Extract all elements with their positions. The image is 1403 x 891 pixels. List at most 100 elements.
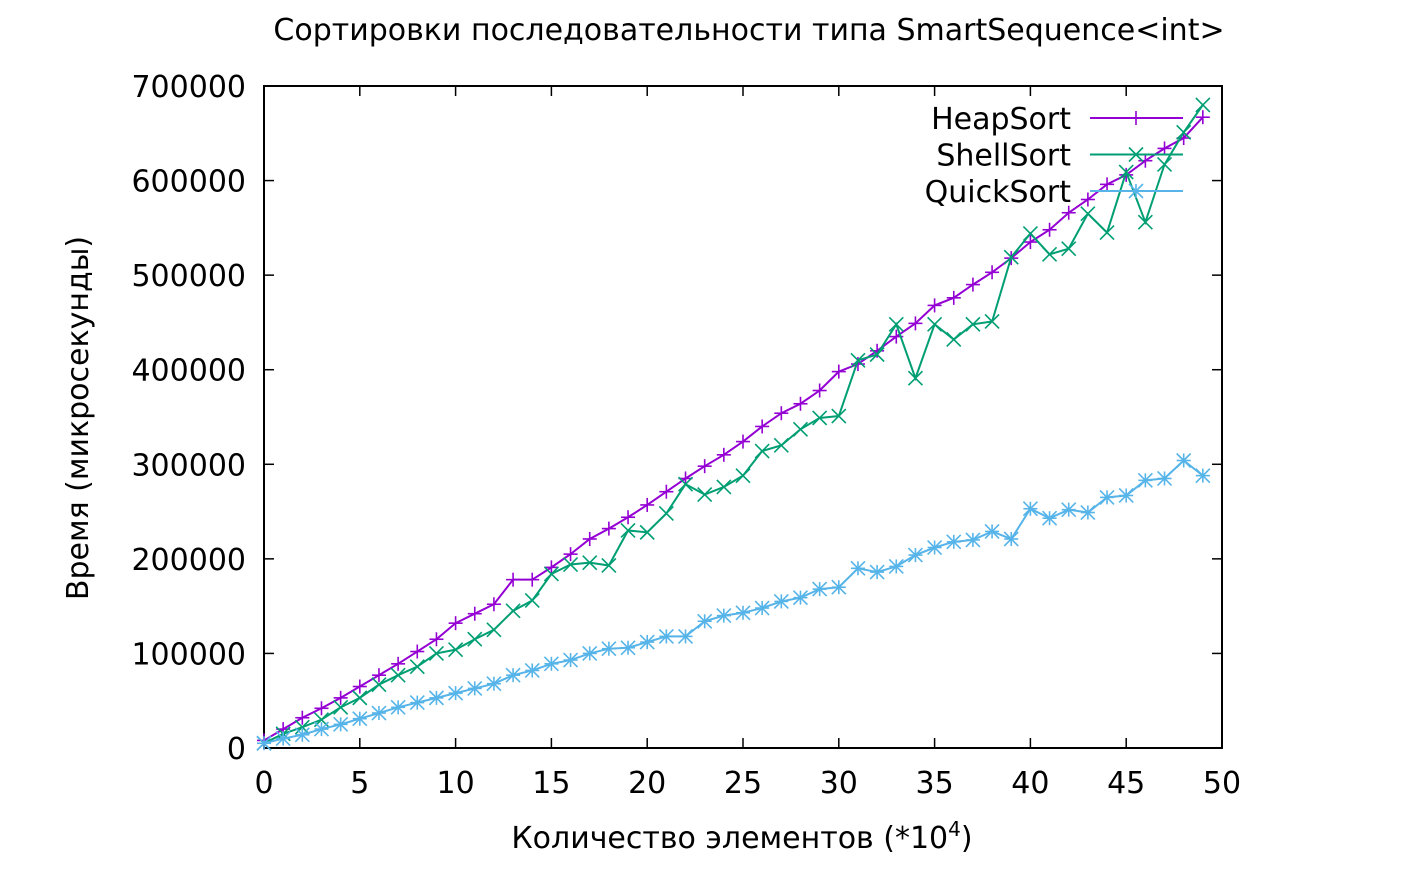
x-axis-label-close: ) [961,821,973,856]
data-point [716,479,732,495]
data-point [1176,452,1192,469]
y-tick-label: 0 [227,732,246,767]
data-point [333,716,349,732]
data-point [812,410,828,426]
data-point [831,579,847,595]
data-point [1138,153,1153,168]
y-tick-label: 400000 [131,354,246,389]
data-point [677,628,694,644]
data-point [506,572,521,587]
data-point [256,735,272,751]
data-point [448,616,463,631]
data-point [524,662,540,679]
data-point [908,316,923,331]
data-point [735,468,751,484]
data-point [984,523,1000,539]
data-point [659,484,674,499]
x-axis-label-exponent: 4 [948,817,961,841]
data-point [467,680,483,696]
data-point [1099,225,1115,241]
data-point [620,522,636,539]
legend-entry: ShellSort [936,139,1183,174]
y-tick-label: 300000 [131,448,246,483]
data-point [985,265,1000,280]
data-point [371,705,387,721]
data-point [735,605,751,621]
data-point [946,290,961,305]
data-point [1080,192,1095,207]
data-point [621,510,636,525]
data-point [467,631,483,647]
data-point [927,539,943,556]
y-axis-label: Время (микросекунды) [61,236,96,600]
data-point [562,556,579,573]
x-tick-label: 45 [1107,766,1145,801]
data-point [888,558,904,574]
data-point [927,316,943,332]
data-point [639,634,655,650]
data-point [486,597,501,612]
data-point [295,710,310,725]
data-point [352,679,367,694]
data-point [333,699,349,715]
legend-entry: QuickSort [925,175,1183,210]
data-point [716,447,731,462]
data-point [927,298,942,313]
data-point [1022,501,1038,517]
x-tick-label: 25 [724,766,762,801]
data-point [965,277,980,292]
data-point [716,608,732,624]
data-point [1061,502,1077,518]
axes: 0 5 10 15 20 25 30 35 40 45 50 0 100000 200000 300000 4… [131,70,1241,801]
data-point [1041,510,1058,526]
data-point [563,547,578,562]
data-point [1080,206,1096,222]
data-point [1041,246,1058,262]
data-point [831,364,846,379]
data-point [486,622,502,638]
data-point [1118,164,1134,180]
data-point [697,613,713,629]
data-point [754,600,770,616]
data-point [1137,472,1153,488]
data-point [946,331,962,348]
x-tick-label: 50 [1203,766,1241,801]
data-point [965,316,981,332]
data-point [333,690,348,705]
data-point [1023,235,1038,250]
data-point [543,656,559,672]
data-point [409,695,425,711]
data-point [984,313,1000,330]
y-tick-label: 700000 [131,70,246,105]
data-point [677,476,694,492]
data-point [601,521,616,536]
y-tick-label: 200000 [131,543,246,578]
series-quicksort [256,452,1211,751]
data-point [544,560,559,575]
data-point [448,642,464,658]
data-point [907,370,924,386]
data-point [582,555,598,571]
data-point [888,316,904,332]
data-point [1080,504,1096,521]
data-point [601,557,617,574]
data-point [1003,531,1019,547]
data-point [1128,183,1144,199]
x-tick-label: 15 [532,766,570,801]
data-point [410,644,425,659]
data-point [1042,222,1057,237]
data-point [658,628,674,644]
data-point [965,532,981,548]
series-line [263,116,1204,742]
x-axis-label: Количество элементов (*104) [511,817,972,856]
data-point [1176,124,1192,140]
data-point [620,640,636,656]
data-point [505,603,521,619]
data-point [582,531,597,546]
data-point [428,645,445,661]
x-tick-label: 0 [254,766,273,801]
data-point [1195,110,1210,125]
data-point [1156,470,1173,487]
